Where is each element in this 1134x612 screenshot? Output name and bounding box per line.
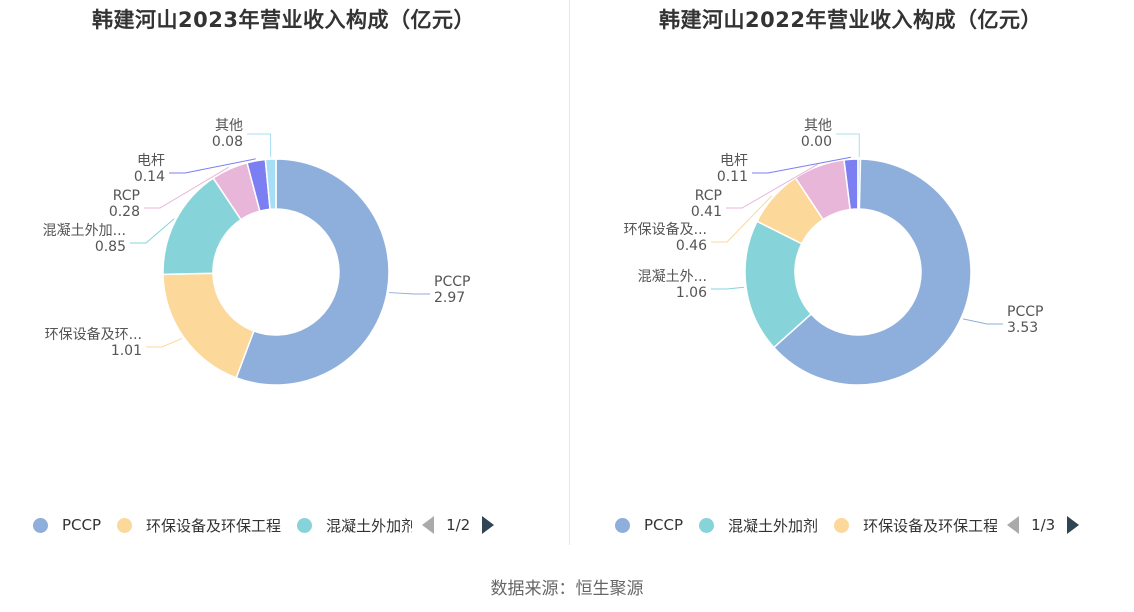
slice-label-4: 电杆: [720, 153, 748, 169]
leader-line-5: [836, 133, 860, 158]
legend-item-env[interactable]: 环保设备及环保工程: [117, 515, 281, 536]
leader-line-1: [146, 337, 183, 348]
slice-value-4: 0.11: [717, 169, 748, 185]
chart-panel-2022: 韩建河山2022年营业收入构成（亿元） PCCP 3.53 混凝土外... 1.06 环…: [567, 0, 1134, 545]
slice-label-0: PCCP: [1007, 304, 1043, 320]
slice-value-4: 0.14: [134, 169, 165, 185]
pie-slice-0[interactable]: [235, 158, 390, 386]
chart-panel-2023: 韩建河山2023年营业收入构成（亿元） PCCP 2.97 环保设备及环... 1.0…: [0, 0, 567, 545]
leader-line-2: [130, 218, 175, 244]
legend-pager: 1/3: [1007, 516, 1080, 534]
chart-title: 韩建河山2022年营业收入构成（亿元）: [659, 8, 1042, 32]
legend-label: 混凝土外加剂: [326, 516, 413, 535]
slice-value-1: 1.01: [111, 343, 142, 359]
page-indicator: 1/3: [1031, 516, 1056, 534]
slice-label-2: 环保设备及...: [624, 221, 707, 238]
slice-value-5: 0.08: [212, 134, 243, 150]
legend-pager: 1/2: [422, 516, 495, 534]
slice-label-3: RCP: [695, 188, 722, 204]
pie-slice-5[interactable]: [857, 158, 862, 210]
legend-dot-icon: [33, 517, 48, 533]
legend-item-pccp[interactable]: PCCP: [33, 516, 101, 534]
slice-value-0: 2.97: [434, 290, 465, 306]
leader-line-0: [389, 292, 430, 295]
legend: PCCP 混凝土外加剂 环保设备及环保工程 1/3: [615, 510, 1080, 540]
pie-slice-0[interactable]: [772, 158, 972, 386]
panel-divider: [569, 0, 570, 545]
next-page-icon[interactable]: [482, 516, 495, 534]
slice-label-4: 电杆: [137, 153, 165, 169]
pie-slice-1[interactable]: [162, 272, 255, 379]
slice-label-0: PCCP: [434, 274, 470, 290]
legend-label: 混凝土外加剂: [728, 516, 819, 535]
leader-line-4: [752, 156, 851, 174]
slice-label-1: 环保设备及环...: [45, 326, 142, 343]
slice-value-2: 0.85: [95, 239, 126, 255]
slice-value-3: 0.41: [691, 204, 722, 220]
legend-label: 环保设备及环保工程: [146, 516, 282, 535]
legend: PCCP 环保设备及环保工程 混凝土外加剂 1/2: [33, 510, 495, 540]
legend-item-concrete[interactable]: 混凝土外加剂: [699, 515, 818, 536]
page-indicator: 1/2: [446, 516, 471, 534]
leader-line-3: [726, 163, 819, 209]
pie-slice-5[interactable]: [264, 158, 277, 211]
slice-label-1: 混凝土外...: [638, 269, 707, 285]
slice-label-5: 其他: [215, 118, 243, 134]
legend-item-pccp[interactable]: PCCP: [615, 516, 683, 534]
slice-label-5: 其他: [804, 118, 832, 134]
prev-page-icon[interactable]: [422, 516, 435, 534]
leader-line-1: [711, 286, 745, 290]
chart-title: 韩建河山2023年营业收入构成（亿元）: [92, 8, 475, 32]
slice-label-2: 混凝土外加...: [43, 223, 126, 239]
legend-dot-icon: [834, 517, 850, 533]
legend-label: PCCP: [644, 516, 684, 534]
leader-line-4: [169, 158, 256, 174]
legend-dot-icon: [297, 517, 313, 533]
next-page-icon[interactable]: [1067, 516, 1080, 534]
slice-value-1: 1.06: [676, 285, 707, 301]
slice-value-0: 3.53: [1007, 320, 1038, 336]
leader-line-3: [144, 166, 229, 209]
legend-item-concrete[interactable]: 混凝土外加剂: [297, 515, 412, 536]
prev-page-icon[interactable]: [1007, 516, 1020, 534]
slice-label-3: RCP: [113, 188, 140, 204]
slice-value-2: 0.46: [676, 238, 707, 254]
leader-line-5: [247, 133, 272, 158]
leader-line-2: [711, 195, 773, 243]
legend-dot-icon: [615, 517, 630, 533]
slice-value-3: 0.28: [109, 204, 140, 220]
legend-dot-icon: [699, 517, 715, 533]
legend-label: PCCP: [62, 516, 102, 534]
legend-dot-icon: [117, 517, 133, 533]
data-source: 数据来源：恒生聚源: [490, 579, 644, 599]
legend-label: 环保设备及环保工程: [863, 516, 998, 535]
legend-item-env[interactable]: 环保设备及环保工程: [834, 515, 997, 536]
leader-line-0: [962, 318, 1003, 325]
slice-value-5: 0.00: [801, 134, 832, 150]
